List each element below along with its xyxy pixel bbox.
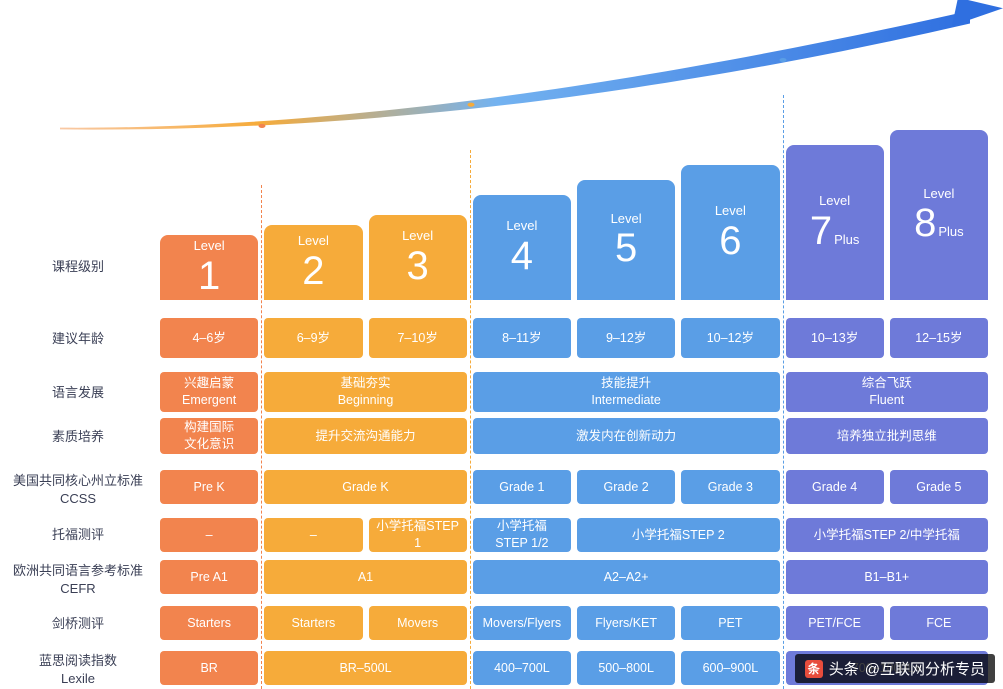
cell-quality: 提升交流沟通能力	[264, 418, 467, 454]
cell-lang_dev: 综合飞跃Fluent	[786, 372, 989, 412]
cell-age: 7–10岁	[369, 318, 467, 358]
level-column-8: Level8Plus	[890, 0, 988, 300]
level-header: Level2	[264, 225, 362, 300]
cell-ccss: Pre K	[160, 470, 258, 504]
level-header: Level6	[681, 165, 779, 300]
level-header: Level8Plus	[890, 130, 988, 300]
cell-cambridge: FCE	[890, 606, 988, 640]
cell-age: 12–15岁	[890, 318, 988, 358]
cell-lexile: 500–800L	[577, 651, 675, 685]
level-column-7: Level7Plus	[786, 0, 884, 300]
cell-age: 10–13岁	[786, 318, 884, 358]
level-header: Level1	[160, 235, 258, 300]
cell-toefl: 小学托福STEP 1	[369, 518, 467, 552]
row-label-toefl: 托福测评	[0, 526, 156, 544]
watermark: 条 头条 @互联网分析专员	[795, 654, 995, 683]
cell-age: 9–12岁	[577, 318, 675, 358]
cell-cambridge: PET	[681, 606, 779, 640]
cell-lexile: BR	[160, 651, 258, 685]
cell-lexile: 400–700L	[473, 651, 571, 685]
cell-cefr: Pre A1	[160, 560, 258, 594]
cell-age: 6–9岁	[264, 318, 362, 358]
watermark-icon: 条	[805, 660, 823, 678]
level-column-6: Level6	[681, 0, 779, 300]
cell-ccss: Grade 5	[890, 470, 988, 504]
cell-cambridge: Starters	[160, 606, 258, 640]
level-column-4: Level4	[473, 0, 571, 300]
cell-cefr: B1–B1+	[786, 560, 989, 594]
cell-ccss: Grade K	[264, 470, 467, 504]
cell-cambridge: Starters	[264, 606, 362, 640]
cell-toefl: 小学托福STEP 2	[577, 518, 780, 552]
cell-toefl: –	[264, 518, 362, 552]
row-label-lang_dev: 语言发展	[0, 384, 156, 402]
cell-lang_dev: 基础夯实Beginning	[264, 372, 467, 412]
cell-quality: 激发内在创新动力	[473, 418, 780, 454]
cell-age: 8–11岁	[473, 318, 571, 358]
cell-age: 4–6岁	[160, 318, 258, 358]
row-label-lexile: 蓝思阅读指数Lexile	[0, 652, 156, 687]
section-divider	[261, 185, 262, 689]
level-header: Level5	[577, 180, 675, 300]
cell-toefl: 小学托福STEP 2/中学托福	[786, 518, 989, 552]
cell-quality: 培养独立批判思维	[786, 418, 989, 454]
row-label-cambridge: 剑桥测评	[0, 615, 156, 633]
row-label-course_level: 课程级别	[0, 258, 156, 276]
row-label-age: 建议年龄	[0, 330, 156, 348]
cell-toefl: 小学托福STEP 1/2	[473, 518, 571, 552]
cell-cambridge: Movers/Flyers	[473, 606, 571, 640]
cell-cefr: A2–A2+	[473, 560, 780, 594]
cell-toefl: –	[160, 518, 258, 552]
level-column-2: Level2	[264, 0, 362, 300]
row-label-quality: 素质培养	[0, 428, 156, 446]
level-column-5: Level5	[577, 0, 675, 300]
watermark-text: @互联网分析专员	[865, 658, 985, 679]
cell-ccss: Grade 3	[681, 470, 779, 504]
level-chart: 课程级别建议年龄语言发展素质培养美国共同核心州立标准CCSS 托福测评欧洲共同语言…	[0, 0, 1003, 689]
row-label-cefr: 欧洲共同语言参考标准CEFR	[0, 562, 156, 597]
cell-cefr: A1	[264, 560, 467, 594]
cell-ccss: Grade 1	[473, 470, 571, 504]
cell-ccss: Grade 2	[577, 470, 675, 504]
section-divider	[783, 95, 784, 689]
section-divider	[470, 150, 471, 689]
cell-lang_dev: 技能提升Intermediate	[473, 372, 780, 412]
level-column-3: Level3	[369, 0, 467, 300]
cell-cambridge: PET/FCE	[786, 606, 884, 640]
cell-age: 10–12岁	[681, 318, 779, 358]
watermark-prefix: 头条	[829, 658, 859, 679]
level-header: Level7Plus	[786, 145, 884, 300]
level-column-1: Level1	[160, 0, 258, 300]
cell-lexile: BR–500L	[264, 651, 467, 685]
cell-lexile: 600–900L	[681, 651, 779, 685]
level-header: Level4	[473, 195, 571, 300]
row-label-ccss: 美国共同核心州立标准CCSS	[0, 472, 156, 507]
cell-cambridge: Movers	[369, 606, 467, 640]
cell-cambridge: Flyers/KET	[577, 606, 675, 640]
level-header: Level3	[369, 215, 467, 300]
cell-lang_dev: 兴趣启蒙Emergent	[160, 372, 258, 412]
cell-ccss: Grade 4	[786, 470, 884, 504]
cell-quality: 构建国际文化意识	[160, 418, 258, 454]
